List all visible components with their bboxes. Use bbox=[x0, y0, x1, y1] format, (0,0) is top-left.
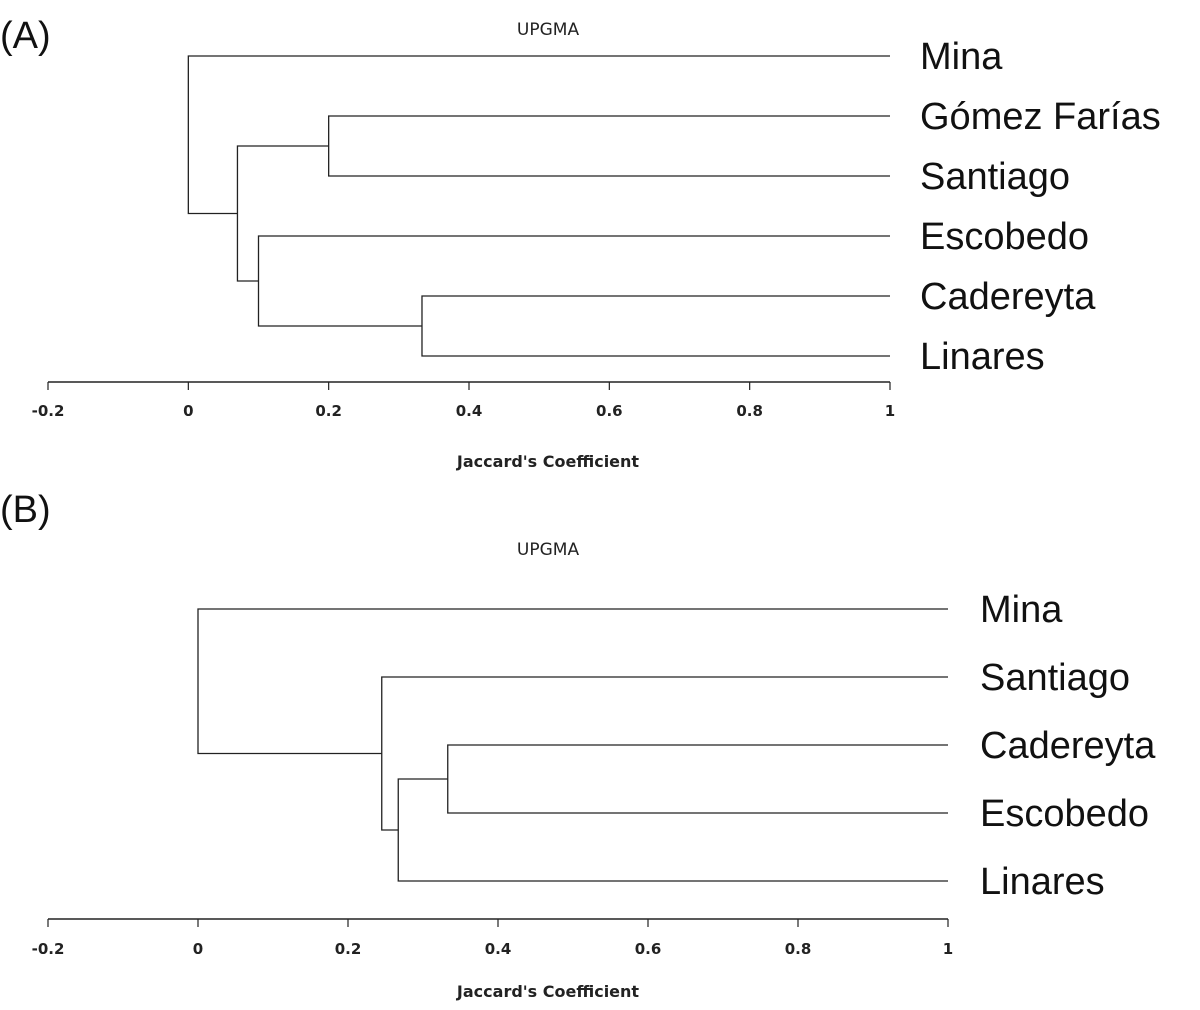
dendrogram-branch bbox=[421, 295, 890, 357]
x-axis-tick-label: 0.6 bbox=[596, 402, 623, 420]
x-axis-tick-label: -0.2 bbox=[32, 940, 65, 958]
panel-b-label: (B) bbox=[0, 489, 51, 531]
x-axis-tick-label: 0.2 bbox=[335, 940, 362, 958]
leaf-label: Linares bbox=[920, 336, 1045, 378]
panel-a-label: (A) bbox=[0, 15, 51, 57]
panel-a-title: UPGMA bbox=[517, 20, 580, 40]
leaf-label: Cadereyta bbox=[920, 276, 1096, 318]
panel-b: (B) UPGMA Mina Santiago Cadereyta Escobedo L… bbox=[0, 489, 1156, 1001]
dendrogram-branch bbox=[187, 55, 890, 215]
leaf-label: Escobedo bbox=[980, 793, 1149, 835]
dendrogram-branch bbox=[236, 145, 329, 282]
x-axis-tick-label: 0.4 bbox=[456, 402, 483, 420]
leaf-label: Cadereyta bbox=[980, 725, 1156, 767]
x-axis-tick-label: -0.2 bbox=[32, 402, 65, 420]
leaf-label: Linares bbox=[980, 861, 1105, 903]
x-axis-tick-label: 0.8 bbox=[736, 402, 763, 420]
panel-a: (A) UPGMA Mina Gómez Farías Santiago Escobe… bbox=[0, 15, 1161, 471]
dendrogram-branch bbox=[447, 744, 948, 814]
panel-a-branches bbox=[187, 55, 890, 357]
dendrogram-branch bbox=[328, 115, 890, 177]
leaf-label: Gómez Farías bbox=[920, 96, 1161, 138]
leaf-label: Mina bbox=[920, 36, 1003, 78]
x-axis-tick-label: 0.4 bbox=[485, 940, 512, 958]
panel-b-x-axis: -0.2 0 0.2 0.4 0.6 0.8 1 bbox=[32, 918, 953, 958]
leaf-label: Escobedo bbox=[920, 216, 1089, 258]
panel-a-leaf-labels: Mina Gómez Farías Santiago Escobedo Cadereyt… bbox=[920, 36, 1161, 378]
x-axis-tick-label: 1 bbox=[885, 402, 895, 420]
x-axis-tick-label: 0.6 bbox=[635, 940, 662, 958]
leaf-label: Santiago bbox=[920, 156, 1070, 198]
x-axis-tick-label: 0 bbox=[193, 940, 203, 958]
leaf-label: Santiago bbox=[980, 657, 1130, 699]
x-axis-tick-label: 0.2 bbox=[315, 402, 342, 420]
panel-a-x-axis-title: Jaccard's Coefficient bbox=[456, 452, 639, 471]
x-axis-tick-label: 0 bbox=[183, 402, 193, 420]
x-axis-tick-label: 1 bbox=[943, 940, 953, 958]
panel-a-x-axis: -0.2 0 0.2 0.4 0.6 0.8 1 bbox=[32, 381, 895, 420]
dendrogram-branch bbox=[397, 778, 948, 882]
dendrogram-branch bbox=[381, 676, 948, 831]
panel-b-leaf-labels: Mina Santiago Cadereyta Escobedo Linares bbox=[980, 589, 1156, 903]
panel-b-x-axis-title: Jaccard's Coefficient bbox=[456, 982, 639, 1001]
panel-b-branches bbox=[197, 608, 948, 882]
x-axis-tick-label: 0.8 bbox=[785, 940, 812, 958]
leaf-label: Mina bbox=[980, 589, 1063, 631]
dendrogram-branch bbox=[197, 608, 948, 755]
dendrogram-branch bbox=[257, 235, 890, 327]
panel-b-title: UPGMA bbox=[517, 540, 580, 560]
